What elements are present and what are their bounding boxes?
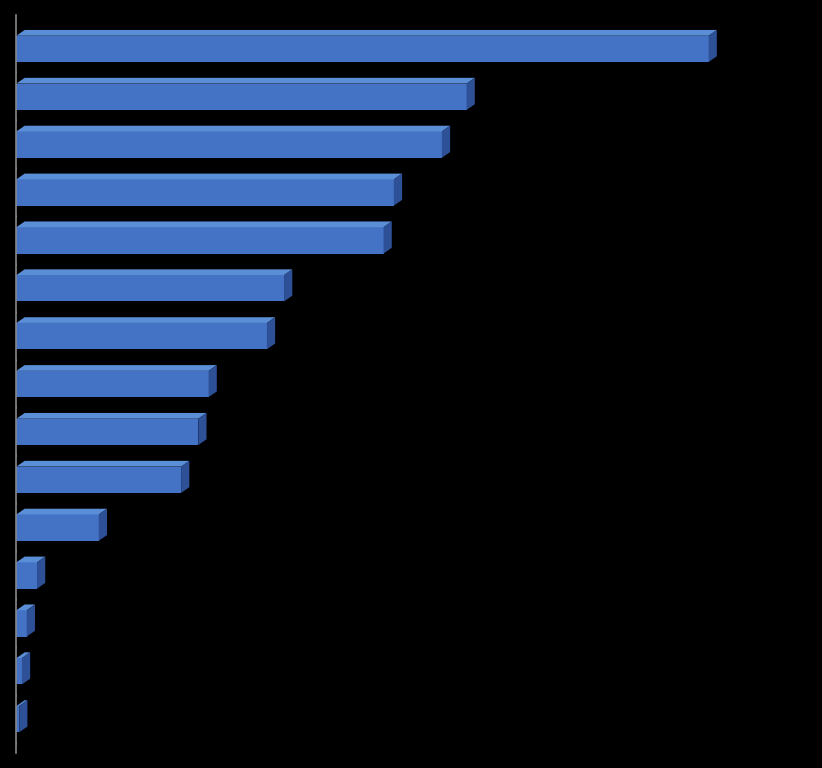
Polygon shape	[442, 126, 450, 157]
Bar	[16, 35, 709, 62]
Polygon shape	[16, 270, 293, 275]
Polygon shape	[99, 508, 107, 541]
Bar	[16, 562, 37, 588]
Bar	[16, 84, 467, 110]
Polygon shape	[16, 78, 475, 84]
Bar	[16, 611, 27, 637]
Bar	[16, 275, 284, 301]
Polygon shape	[709, 30, 717, 62]
Bar	[16, 419, 198, 445]
Polygon shape	[394, 174, 402, 206]
Polygon shape	[181, 461, 189, 493]
Polygon shape	[16, 174, 402, 180]
Polygon shape	[16, 413, 206, 419]
Polygon shape	[284, 270, 293, 301]
Polygon shape	[16, 604, 35, 611]
Bar	[16, 371, 209, 397]
Polygon shape	[384, 221, 392, 253]
Bar	[16, 227, 384, 253]
Polygon shape	[16, 557, 45, 562]
Polygon shape	[27, 604, 35, 637]
Polygon shape	[16, 461, 189, 467]
Bar	[16, 658, 22, 684]
Polygon shape	[16, 317, 275, 323]
Bar	[16, 467, 181, 493]
Polygon shape	[16, 126, 450, 131]
Polygon shape	[467, 78, 475, 110]
Polygon shape	[16, 700, 27, 706]
Polygon shape	[16, 221, 392, 227]
Polygon shape	[22, 652, 30, 684]
Polygon shape	[16, 508, 107, 515]
Bar	[16, 706, 19, 733]
Polygon shape	[16, 652, 30, 658]
Bar	[16, 323, 267, 349]
Bar	[16, 131, 442, 157]
Polygon shape	[16, 365, 217, 371]
Polygon shape	[37, 557, 45, 588]
Polygon shape	[209, 365, 217, 397]
Bar	[16, 180, 394, 206]
Polygon shape	[19, 700, 27, 733]
Polygon shape	[16, 30, 717, 35]
Bar	[16, 515, 99, 541]
Polygon shape	[267, 317, 275, 349]
Polygon shape	[198, 413, 206, 445]
